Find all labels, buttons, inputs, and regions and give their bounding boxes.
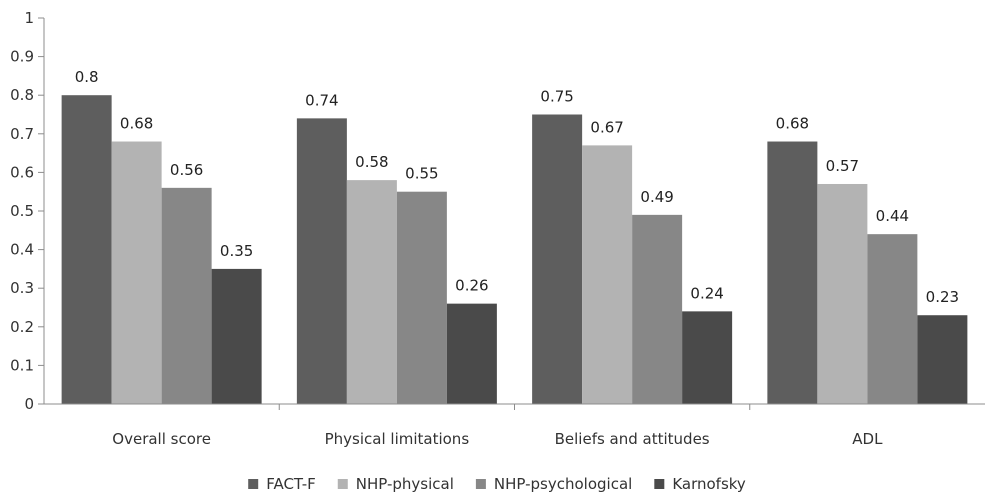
y-tick-label: 0.5 (10, 202, 34, 220)
legend-label: FACT-F (266, 475, 316, 493)
data-label: 0.58 (355, 153, 388, 171)
data-label: 0.8 (75, 68, 99, 86)
x-category-label: Beliefs and attitudes (555, 430, 710, 448)
y-tick-label: 0.1 (10, 356, 34, 374)
legend-swatch (654, 479, 665, 489)
data-label: 0.74 (305, 91, 338, 109)
data-label: 0.23 (926, 288, 959, 306)
data-label: 0.44 (876, 207, 909, 225)
bar (917, 315, 968, 404)
data-label: 0.56 (170, 161, 203, 179)
y-tick-label: 0.6 (10, 163, 34, 181)
legend-swatch (475, 479, 486, 489)
data-label: 0.49 (640, 188, 673, 206)
bar (682, 311, 733, 404)
bar (582, 145, 633, 404)
legend: FACT-F NHP-physical NHP-psychological Karno… (248, 475, 746, 493)
bars: 0.8 0.68 0.56 0.35 0.74 0.58 0.55 0.26 0.75 0.67 0… (61, 68, 968, 405)
bar (211, 268, 262, 404)
x-axis: Overall score Physical limitations Beliefs… (44, 403, 985, 448)
x-category-label: Overall score (112, 430, 211, 448)
y-tick-label: 0.8 (10, 86, 34, 104)
legend-label: Karnofsky (672, 475, 746, 493)
bar (111, 141, 162, 404)
y-axis: 0 0.1 0.2 0.3 0.4 0.5 0.6 0.7 0.8 0.9 1 (10, 9, 45, 413)
y-tick-label: 0 (24, 395, 34, 413)
bar (867, 234, 918, 404)
bar (61, 95, 112, 404)
y-tick-label: 0.3 (10, 279, 34, 297)
y-tick-label: 0.9 (10, 48, 34, 66)
x-category-label: Physical limitations (325, 430, 470, 448)
y-tick-label: 0.4 (10, 241, 34, 259)
data-label: 0.75 (540, 88, 573, 106)
y-tick-label: 1 (24, 9, 34, 27)
bar (446, 303, 497, 404)
bar (396, 191, 447, 404)
data-label: 0.55 (405, 165, 438, 183)
bar (346, 180, 397, 404)
data-label: 0.67 (590, 118, 623, 136)
bar (817, 183, 868, 404)
data-label: 0.24 (690, 284, 723, 302)
bar (161, 187, 212, 404)
legend-label: NHP-physical (356, 475, 454, 493)
data-label: 0.68 (776, 115, 809, 133)
y-tick-label: 0.2 (10, 318, 34, 336)
data-label: 0.57 (826, 157, 859, 175)
bar (296, 118, 347, 405)
bar (767, 141, 818, 404)
x-category-label: ADL (852, 430, 883, 448)
data-label: 0.68 (120, 115, 153, 133)
y-tick-label: 0.7 (10, 125, 34, 143)
legend-swatch (248, 479, 259, 489)
legend-swatch (337, 479, 348, 489)
data-label: 0.35 (220, 242, 253, 260)
bar (532, 114, 583, 404)
data-label: 0.26 (455, 277, 488, 295)
bar (632, 214, 683, 404)
legend-label: NHP-psychological (494, 475, 632, 493)
